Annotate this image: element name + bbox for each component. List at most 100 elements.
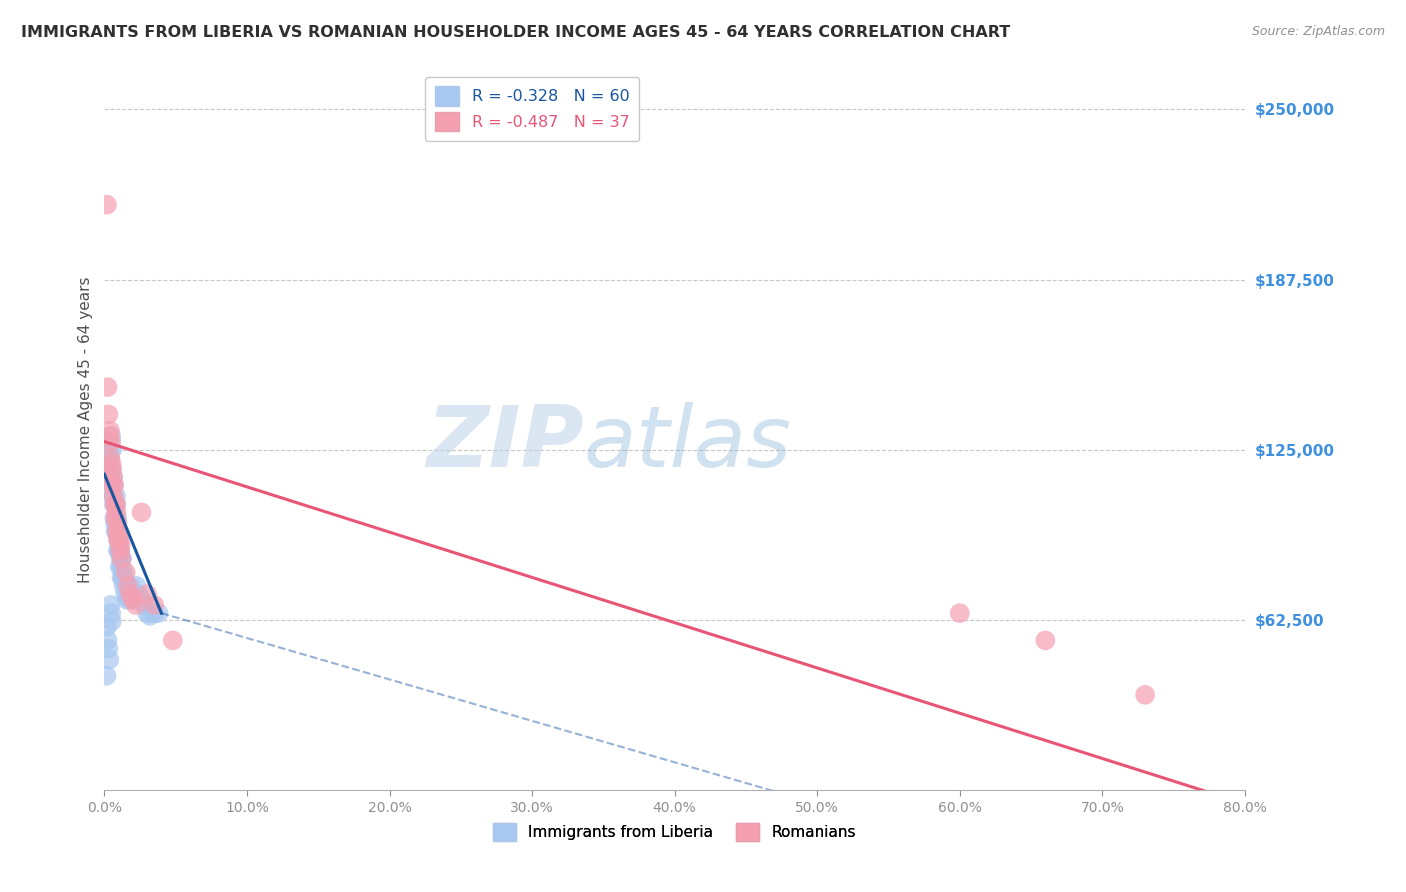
Point [114,576,136,591]
Point [122,592,145,607]
Point [128,587,150,601]
Point [103,489,125,503]
Point [103,478,125,492]
Point [103,497,125,511]
Point [103,511,125,525]
Point [105,524,128,539]
Point [110,571,132,585]
Point [96,620,118,634]
Point [1133,688,1156,702]
Point [1033,633,1056,648]
Text: IMMIGRANTS FROM LIBERIA VS ROMANIAN HOUSEHOLDER INCOME AGES 45 - 64 YEARS CORREL: IMMIGRANTS FROM LIBERIA VS ROMANIAN HOUS… [21,25,1011,40]
Point [131,505,153,519]
Point [107,524,129,539]
Point [100,434,122,449]
Point [97,408,120,422]
Point [103,478,125,492]
Point [148,606,170,620]
Point [100,462,122,476]
Point [104,524,127,539]
Point [117,579,139,593]
Point [121,587,143,601]
Point [105,524,128,539]
Point [162,633,184,648]
Point [98,429,121,443]
Point [112,579,135,593]
Point [117,582,139,596]
Point [110,538,132,552]
Point [111,571,134,585]
Point [125,579,148,593]
Point [108,559,131,574]
Point [98,598,121,612]
Point [107,524,129,539]
Point [125,598,148,612]
Point [112,571,135,585]
Point [117,587,139,601]
Point [100,456,122,470]
Point [103,489,125,503]
Point [110,543,132,558]
Point [96,669,118,683]
Point [100,606,122,620]
Point [98,424,121,438]
Point [107,543,129,558]
Point [96,380,118,394]
Point [101,470,124,484]
Y-axis label: Householder Income Ages 45 - 64 years: Householder Income Ages 45 - 64 years [79,277,93,582]
Point [110,559,132,574]
Point [108,543,131,558]
Point [100,429,122,443]
Point [143,598,166,612]
Point [105,489,128,503]
Point [110,551,132,566]
Point [98,483,121,498]
Point [97,442,120,457]
Point [96,434,118,449]
Point [105,497,128,511]
Point [134,598,156,612]
Point [101,478,124,492]
Text: ZIP: ZIP [426,402,583,485]
Point [107,516,129,531]
Point [120,579,142,593]
Point [108,538,131,552]
Point [111,551,134,566]
Point [104,516,127,531]
Point [124,587,146,601]
Point [98,450,121,465]
Point [96,197,118,211]
Point [96,633,118,648]
Point [98,652,121,666]
Point [121,592,143,607]
Point [115,592,138,607]
Point [97,641,120,656]
Point [103,470,125,484]
Point [110,551,132,566]
Point [108,533,131,547]
Point [105,511,128,525]
Point [104,497,127,511]
Point [107,543,129,558]
Text: Source: ZipAtlas.com: Source: ZipAtlas.com [1251,25,1385,38]
Point [139,608,162,623]
Text: atlas: atlas [583,402,792,485]
Legend: Immigrants from Liberia, Romanians: Immigrants from Liberia, Romanians [488,816,862,847]
Point [107,533,129,547]
Point [105,505,128,519]
Point [114,566,136,580]
Point [98,450,121,465]
Point [112,566,135,580]
Point [97,456,120,470]
Point [104,497,127,511]
Point [101,462,124,476]
Point [143,606,166,620]
Point [101,615,124,629]
Point [136,606,159,620]
Point [118,592,141,607]
Point [101,442,124,457]
Point [949,606,972,620]
Point [118,587,141,601]
Point [104,511,127,525]
Point [114,587,136,601]
